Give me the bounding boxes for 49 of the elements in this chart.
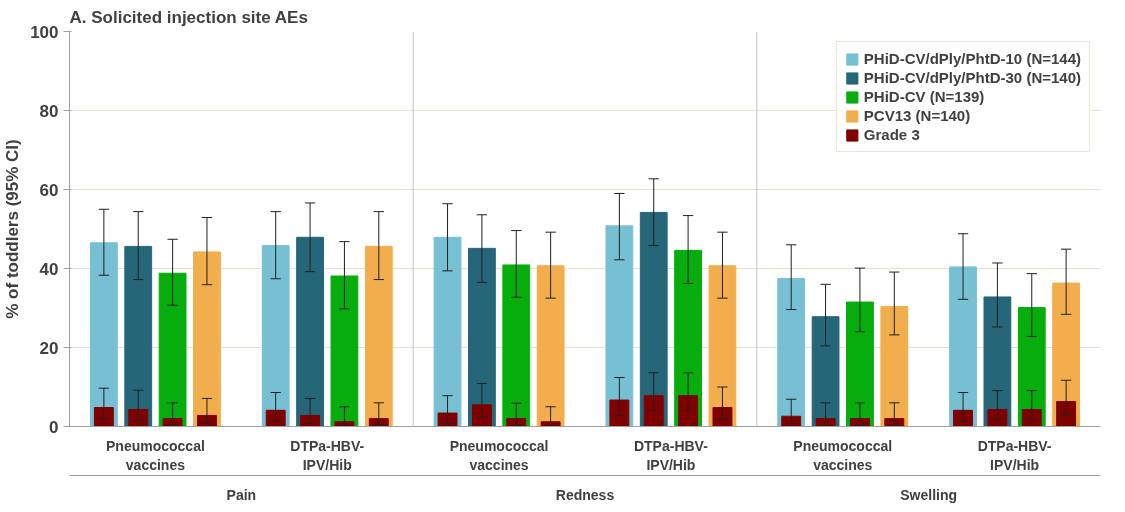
- bar: [124, 245, 153, 427]
- x-tick-label: Pneumococcal vaccines: [449, 437, 549, 473]
- y-tick-label: 40: [39, 259, 59, 279]
- y-tick-label: 60: [39, 180, 59, 200]
- y-tick-label: 0: [49, 417, 59, 437]
- bar: [296, 236, 324, 427]
- bar: [880, 305, 909, 427]
- bar: [265, 409, 286, 427]
- legend-label: PHiD-CV/dPly/PhtD-10 (N=144): [863, 50, 1081, 67]
- bar: [609, 399, 630, 427]
- x-tick-label: Pneumococcal vaccines: [793, 437, 893, 473]
- bar: [364, 245, 393, 427]
- bar: [158, 272, 187, 427]
- x-tick-label: Pneumococcal vaccines: [106, 437, 205, 473]
- y-tick-label: 100: [30, 22, 59, 42]
- bar: [368, 418, 389, 427]
- bar: [471, 404, 492, 427]
- bar: [643, 395, 664, 427]
- bar: [846, 301, 874, 427]
- bar: [261, 245, 290, 427]
- y-tick-label: 20: [39, 338, 59, 358]
- y-tick-label: 80: [39, 101, 59, 121]
- y-axis-title: % of toddlers (95% CI): [3, 139, 23, 319]
- bar: [128, 409, 149, 427]
- legend-label: PCV13 (N=140): [863, 107, 971, 124]
- bar: [1021, 409, 1042, 427]
- legend-label: PHiD-CV (N=139): [863, 88, 985, 105]
- legend-label: Grade 3: [863, 126, 920, 143]
- bar: [781, 415, 802, 427]
- text: Swelling: [900, 486, 958, 503]
- x-tick-label: DTPa-HBV-IPV/Hib: [290, 437, 365, 473]
- x-tick-label: DTPa-HBV-IPV/Hib: [977, 437, 1052, 473]
- bar: [330, 275, 359, 427]
- bar: [502, 264, 531, 427]
- legend-label: PHiD-CV/dPly/PhtD-30 (N=140): [863, 69, 1081, 86]
- text: Redness: [555, 486, 615, 503]
- bar: [193, 251, 221, 427]
- bar: [811, 316, 840, 427]
- bar: [712, 407, 733, 427]
- bar: [678, 395, 699, 427]
- bar: [1056, 401, 1077, 427]
- bar: [777, 277, 806, 427]
- bar: [536, 265, 565, 427]
- bar: [433, 236, 462, 427]
- text: Pain: [226, 486, 257, 503]
- bar: [987, 409, 1008, 427]
- x-tick-label: DTPa-HBV-IPV/Hib: [633, 437, 709, 473]
- bar: [89, 242, 118, 427]
- chart-title: A. Solicited injection site AEs: [69, 7, 308, 27]
